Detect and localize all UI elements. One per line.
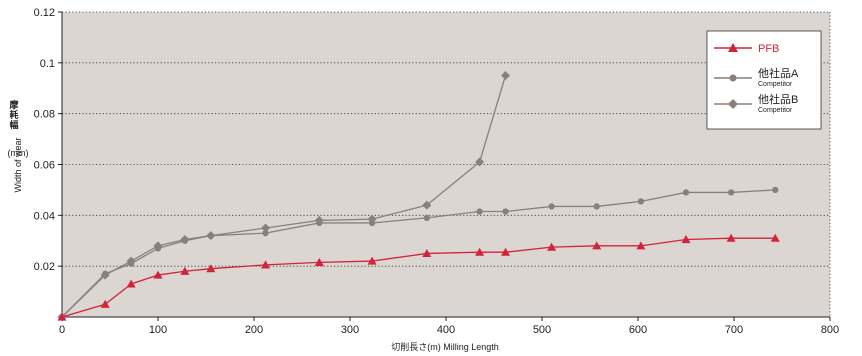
data-point-diamond [475,157,485,167]
gridlines [62,11,831,317]
data-point-diamond [367,214,377,224]
data-point-circle [593,203,600,210]
data-point-triangle [636,241,646,250]
data-point-triangle [153,270,163,279]
y-tick-label: 0.06 [34,160,55,172]
data-point-triangle [261,260,271,269]
legend-marker-diamond [728,99,738,109]
data-point-triangle [422,248,432,258]
data-point-circle [262,229,269,237]
y-axis-title-jp: 摩耗幅 [9,99,18,130]
data-point-triangle [367,256,377,265]
data-point-diamond [206,231,216,241]
x-axis-title: 切削長さ(m) Milling Length [391,341,499,352]
data-point-diamond [261,223,271,233]
y-tick-label: 0.02 [34,261,55,273]
data-point-triangle [475,247,485,256]
series-line [61,189,776,318]
series-2 [57,71,511,322]
y-tick-label: 0.1 [40,58,55,70]
y-tick-labels: 0.02 0.04 0.06 0.08 0.1 0.12 [34,7,62,273]
series-line [61,237,776,318]
y-axis-title: Width of wear [13,137,23,192]
data-point-triangle [314,257,324,266]
data-point-circle [502,208,509,215]
y-axis-title-jp-char: 摩 [9,99,18,110]
legend-label: PFB [758,43,779,55]
data-point-triangle [592,241,602,250]
x-tick-label: 100 [149,324,167,336]
x-tick-label: 600 [629,324,647,336]
series-line [61,75,507,318]
data-point-diamond [422,200,432,210]
data-point-circle [423,214,430,222]
x-tick-label: 700 [725,324,743,336]
data-point-circle [637,198,645,205]
series-group [57,71,780,322]
data-point-diamond [126,256,136,266]
legend-label: 他社品B [758,92,798,106]
x-tick-label: 800 [821,324,839,336]
legend-marker-circle [729,74,737,82]
x-tick-label: 500 [533,324,551,336]
legend-marker-triangle [728,43,738,52]
data-point-diamond [153,241,163,251]
y-tick-label: 0.04 [34,210,55,222]
legend-sublabel: Competitor [758,81,793,88]
data-point-triangle [100,299,110,308]
data-point-triangle [770,233,780,242]
data-point-diamond [501,71,511,81]
y-tick-label: 0.12 [34,7,55,19]
data-point-circle [548,203,555,210]
x-tick-label: 400 [437,324,455,336]
data-point-triangle [180,266,190,275]
data-point-diamond [180,234,190,244]
y-axis-title-jp-char: 幅 [9,119,18,130]
legend-label: 他社品A [758,66,799,80]
data-point-circle [682,189,690,196]
data-point-triangle [206,264,216,273]
data-point-diamond [314,215,324,225]
data-point-triangle [501,247,511,256]
data-point-triangle [57,312,67,321]
data-point-circle [772,186,779,194]
x-tick-label: 0 [59,324,65,336]
x-tick-labels: 0 100 200 300 400 500 600 700 800 [59,317,839,336]
y-axis-title-jp-char: 耗 [9,109,18,120]
data-point-triangle [547,242,557,251]
y-tick-label: 0.08 [34,109,55,121]
data-point-triangle [726,233,736,242]
x-tick-label: 300 [341,324,359,336]
data-point-triangle [681,234,691,244]
data-point-circle [476,208,483,215]
data-point-diamond [100,270,110,280]
data-point-circle [727,189,735,196]
y-axis-unit: (mm) [8,148,29,158]
data-point-triangle [126,279,136,288]
series-0 [57,233,780,321]
legend-sublabel: Competitor [758,107,793,114]
x-tick-label: 200 [245,324,263,336]
